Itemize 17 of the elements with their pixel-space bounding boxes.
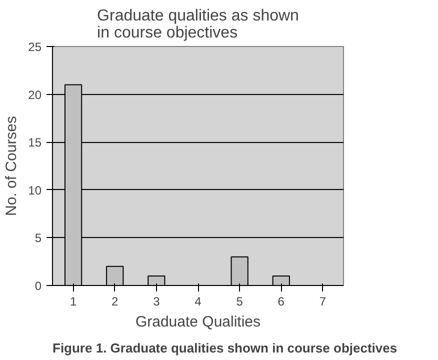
x-tick-label: 5 xyxy=(236,294,244,308)
x-tick-label: 3 xyxy=(153,294,160,308)
x-tick-label: 7 xyxy=(319,294,326,308)
x-axis-title: Graduate Qualities xyxy=(135,314,261,330)
y-tick-label: 5 xyxy=(34,231,42,246)
y-tick-label: 25 xyxy=(28,40,42,54)
y-tick-label: 0 xyxy=(34,279,42,293)
x-tick-label: 6 xyxy=(278,294,285,308)
y-tick-label: 15 xyxy=(28,136,42,150)
chart-title: Graduate qualities as shown in course objectives xyxy=(97,8,299,42)
x-tick-label: 1 xyxy=(70,294,77,308)
x-tick-label: 2 xyxy=(112,294,119,308)
y-tick-label: 10 xyxy=(28,183,42,198)
y-tick-label: 20 xyxy=(28,88,42,102)
y-axis-title: No. of Courses xyxy=(3,116,20,216)
x-tick-label: 4 xyxy=(194,294,202,308)
caption: Figure 1. Graduate qualities shown in course objectives xyxy=(52,340,398,356)
